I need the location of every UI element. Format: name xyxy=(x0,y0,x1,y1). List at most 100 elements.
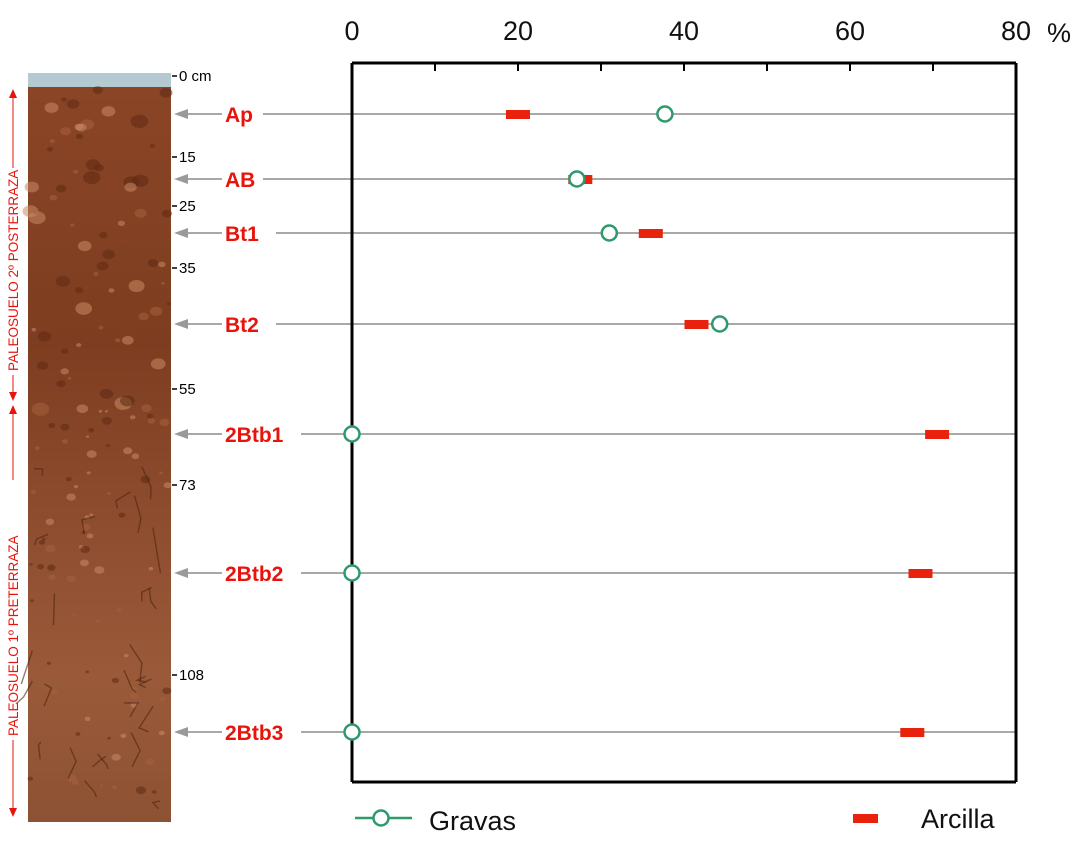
soil-crack xyxy=(43,683,53,707)
soil-column xyxy=(28,87,171,822)
soil-clast xyxy=(108,288,115,293)
soil-clast xyxy=(150,306,163,316)
horizon-label: Bt2 xyxy=(225,314,259,337)
soil-clast xyxy=(93,271,99,276)
soil-clast xyxy=(149,144,156,148)
soil-clast xyxy=(24,181,39,193)
soil-clast xyxy=(96,261,109,271)
soil-clast xyxy=(131,453,140,460)
horizon-label: 2Btb1 xyxy=(225,424,284,447)
soil-clast xyxy=(75,302,92,315)
soil-crack xyxy=(137,678,152,689)
soil-clast xyxy=(101,417,112,425)
soil-clast xyxy=(49,139,56,144)
soil-crack xyxy=(83,780,98,798)
soil-clast xyxy=(99,784,104,787)
depth-axis: 0 cm 15 25 35 55 73 108 xyxy=(172,68,212,684)
soil-clast xyxy=(159,471,164,475)
soil-crack xyxy=(33,467,44,476)
soil-clast xyxy=(99,388,114,399)
soil-clast xyxy=(129,692,139,699)
guide-arrow-icon xyxy=(174,109,188,119)
guide-arrow-icon xyxy=(174,568,188,578)
soil-clast xyxy=(158,261,166,268)
soil-clast xyxy=(159,696,166,702)
lower-bracket-arrow-bottom xyxy=(9,808,17,817)
soil-clast xyxy=(29,563,33,566)
soil-clast xyxy=(85,159,101,171)
guide-arrow-icon xyxy=(174,727,188,737)
soil-clast xyxy=(61,348,69,355)
gravas-mark xyxy=(343,723,361,741)
soil-clast xyxy=(111,677,120,684)
soil-crack xyxy=(133,495,142,534)
soil-clast xyxy=(117,220,125,226)
soil-crack xyxy=(151,800,161,810)
soil-clast xyxy=(47,564,56,571)
soil-clast xyxy=(80,545,90,554)
soil-clast xyxy=(146,413,154,419)
horizon-label: Bt1 xyxy=(225,223,259,246)
soil-clast xyxy=(75,133,83,140)
soil-clast xyxy=(124,182,137,192)
x-unit-label: % xyxy=(1047,18,1071,48)
arcilla-mark xyxy=(908,569,933,578)
soil-clast xyxy=(130,114,149,128)
soil-clast xyxy=(60,423,70,431)
horizon-label: Ap xyxy=(225,104,253,127)
depth-tick-label: 0 cm xyxy=(179,68,212,85)
soil-clast xyxy=(83,171,101,185)
legend-arcilla-label: Arcilla xyxy=(921,804,995,834)
depth-tick-label: 15 xyxy=(179,149,196,166)
soil-crack xyxy=(134,675,147,683)
soil-clast xyxy=(37,361,49,370)
soil-clast xyxy=(48,422,56,429)
soil-crack xyxy=(15,680,34,705)
plot-frame xyxy=(350,61,1018,784)
upper-bracket-arrow-top xyxy=(9,89,17,98)
soil-clast xyxy=(66,575,76,583)
soil-crack xyxy=(123,702,140,718)
soil-clast xyxy=(105,444,110,448)
soil-clast xyxy=(159,418,170,427)
soil-clast xyxy=(31,327,37,332)
soil-clast xyxy=(88,427,95,433)
soil-clast xyxy=(47,146,53,152)
depth-tick-label: 35 xyxy=(179,260,196,277)
soil-clast xyxy=(89,513,94,517)
soil-clast xyxy=(120,733,127,738)
depth-tick-label: 73 xyxy=(179,477,196,494)
soil-clast xyxy=(162,687,172,695)
depth-tick-label: 55 xyxy=(179,381,196,398)
soil-crack xyxy=(130,732,141,768)
x-axis: 0 20 40 60 80% xyxy=(344,16,1071,71)
soil-clast xyxy=(61,439,68,444)
soil-clast xyxy=(48,574,56,580)
gravas-mark xyxy=(710,315,729,333)
soil-clast xyxy=(129,415,136,420)
soil-clast xyxy=(141,404,152,413)
soil-clast xyxy=(27,776,34,781)
soil-clast xyxy=(163,482,172,489)
soil-clast xyxy=(161,209,173,218)
horizon-label: 2Btb3 xyxy=(225,722,283,745)
soil-clast xyxy=(160,281,165,285)
soil-clast xyxy=(135,786,147,795)
soil-clast xyxy=(145,758,155,766)
soil-clast xyxy=(60,127,72,136)
lower-paleosoil-label: PALEOSUELO 1º PRETERRAZA xyxy=(6,536,21,737)
soil-clast xyxy=(118,512,126,518)
soil-clast xyxy=(72,169,79,174)
soil-clast xyxy=(72,614,77,617)
soil-clast xyxy=(79,559,89,567)
soil-clast xyxy=(123,447,133,455)
upper-bracket-arrow-bottom xyxy=(9,392,17,401)
soil-clast xyxy=(86,533,94,539)
soil-clast xyxy=(66,493,76,501)
x-tick-label: 60 xyxy=(835,16,865,46)
soil-clast xyxy=(98,409,103,413)
soil-clast xyxy=(111,753,121,761)
soil-crack xyxy=(152,527,162,574)
soil-clast xyxy=(37,564,45,570)
